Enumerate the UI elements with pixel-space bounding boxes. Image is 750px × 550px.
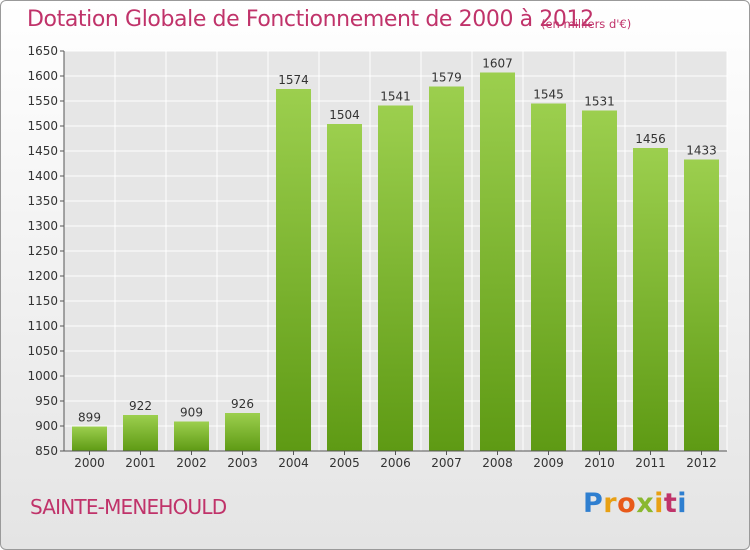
data-label: 1531 [584,95,615,109]
y-tick-label: 1200 [27,269,58,283]
bar-2003 [225,413,260,451]
x-tick-label: 2006 [380,456,411,470]
data-label: 922 [129,399,152,413]
y-tick-label: 1350 [27,194,58,208]
logo-letter: r [603,488,618,519]
y-tick-label: 1050 [27,344,58,358]
commune-name: SAINTE-MENEHOULD [30,495,227,519]
bar-2000 [72,426,107,451]
bar-2010 [582,110,617,451]
y-tick-label: 900 [35,419,58,433]
bar-2009 [531,103,566,451]
y-tick-label: 1450 [27,144,58,158]
logo-letter: i [654,488,664,519]
bar-layer [72,72,719,451]
logo-letter: t [663,488,678,519]
y-tick-label: 1300 [27,219,58,233]
bar-2012 [684,159,719,451]
data-label: 1456 [635,132,666,146]
data-label: 1433 [686,144,717,158]
data-label: 1579 [431,71,462,85]
y-tick-label: 1000 [27,369,58,383]
y-tick-label: 1550 [27,94,58,108]
y-tick-label: 1600 [27,69,58,83]
x-tick-label: 2008 [482,456,513,470]
y-tick-label: 1650 [27,44,58,58]
data-label: 1574 [278,73,309,87]
x-tick-label: 2011 [635,456,666,470]
y-tick-label: 1250 [27,244,58,258]
x-tick-label: 2000 [74,456,105,470]
x-tick-label: 2001 [125,456,156,470]
y-tick-label: 850 [35,444,58,458]
logo-letter: i [677,488,688,519]
logo-letter: x [636,488,655,519]
bar-2001 [123,415,158,451]
y-tick-label: 1400 [27,169,58,183]
y-tick-label: 1500 [27,119,58,133]
x-tick-label: 2009 [533,456,564,470]
label-layer: 899 922 909 926 1574 1504 1541 1579 1607 1545 1531… [78,57,717,425]
data-label: 1541 [380,90,411,104]
chart-subtitle: (en milliers d'€) [541,17,632,31]
chart-title: Dotation Globale de Fonctionnement de 20… [27,7,594,32]
x-tick-label: 2007 [431,456,462,470]
data-label: 899 [78,411,101,425]
y-tick-label: 1100 [27,319,58,333]
x-tick-label: 2004 [278,456,309,470]
data-label: 1504 [329,108,360,122]
bar-2002 [174,421,209,451]
y-tick-label: 950 [35,394,58,408]
x-tick-label: 2002 [176,456,207,470]
y-tick-label: 1150 [27,294,58,308]
axis-layer: 850 900 950 1000 1050 1100 1150 1200 1250 1300 135… [27,44,727,470]
x-tick-label: 2005 [329,456,360,470]
logo-letter: o [617,488,637,519]
x-tick-label: 2010 [584,456,615,470]
bar-2007 [429,86,464,451]
bar-2011 [633,148,668,451]
data-label: 909 [180,406,203,420]
data-label: 1607 [482,57,513,71]
proxiti-logo[interactable]: Proxiti [583,488,687,519]
x-tick-label: 2012 [686,456,717,470]
data-label: 926 [231,397,254,411]
bar-2006 [378,105,413,451]
bar-2004 [276,89,311,451]
bar-2008 [480,72,515,451]
logo-letter: P [583,488,604,519]
data-label: 1545 [533,88,564,102]
bar-2005 [327,124,362,451]
x-tick-label: 2003 [227,456,258,470]
